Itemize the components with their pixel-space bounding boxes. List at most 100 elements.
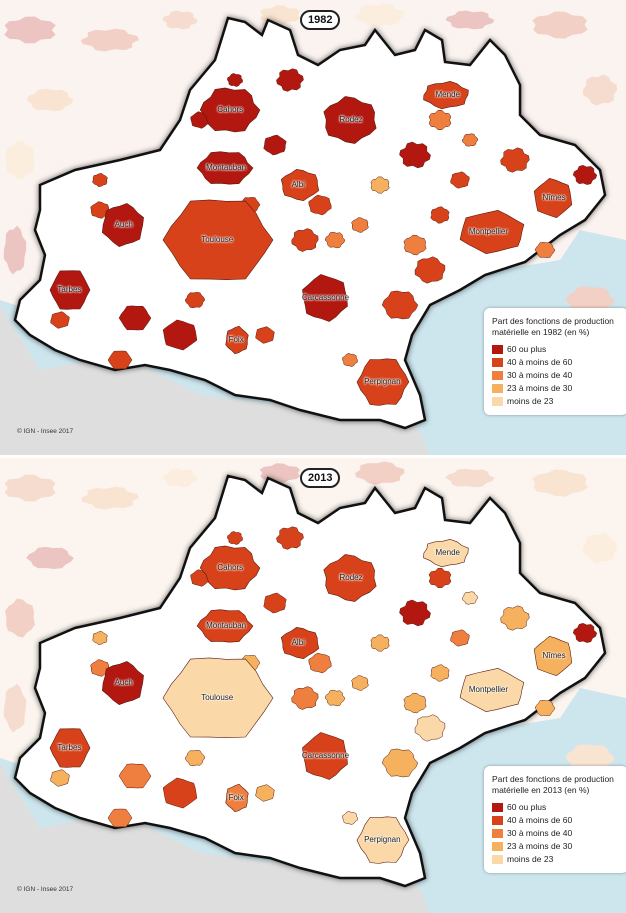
commune-patch	[572, 623, 598, 643]
legend-label: moins de 23	[507, 854, 554, 864]
commune-patch	[90, 659, 110, 677]
legend-item: moins de 23	[492, 396, 620, 406]
commune-patch	[162, 319, 198, 351]
faded-commune	[355, 3, 405, 27]
legend-label: 30 à moins de 40	[507, 370, 573, 380]
credit-text: © IGN - Insee 2017	[17, 428, 74, 435]
commune-patch	[351, 675, 369, 691]
year-badge: 1982	[300, 10, 341, 30]
faded-commune	[355, 461, 405, 485]
commune-patch	[500, 147, 530, 173]
city-area	[280, 168, 320, 202]
commune-patch	[428, 567, 452, 589]
faded-communes-outside	[3, 3, 617, 392]
commune-patch	[430, 206, 450, 224]
map-1982	[0, 0, 626, 455]
commune-patch	[430, 664, 450, 682]
commune-patch	[381, 748, 419, 778]
commune-patch	[263, 134, 287, 156]
city-area	[533, 635, 573, 677]
commune-patch	[572, 165, 598, 185]
commune-patch	[414, 256, 446, 284]
city-label: Montauban	[206, 163, 247, 172]
faded-commune	[565, 744, 615, 772]
faded-commune	[3, 683, 27, 733]
commune-patch	[184, 292, 206, 309]
legend-swatch	[492, 357, 503, 367]
commune-patch	[227, 531, 243, 545]
city-label: Nîmes	[542, 193, 566, 202]
commune-patch	[370, 634, 390, 652]
commune-patch	[162, 777, 198, 809]
legend-item: moins de 23	[492, 854, 620, 864]
faded-commune	[80, 28, 139, 52]
legend-items: 60 ou plus 40 à moins de 60 30 à moins de …	[492, 344, 620, 406]
city-area	[356, 358, 410, 406]
legend-swatch	[492, 802, 503, 812]
legend-item: 23 à moins de 30	[492, 841, 620, 851]
legend-swatch	[492, 383, 503, 393]
city-area	[459, 667, 525, 713]
commune-patch	[184, 750, 206, 767]
faded-commune	[81, 486, 139, 510]
faded-commune	[162, 468, 198, 488]
credit-text: © IGN - Insee 2017	[17, 886, 74, 893]
map-panel-1982: 1982 Part des fonctions de production ma…	[0, 0, 626, 455]
legend-swatch	[492, 828, 503, 838]
legend-item: 23 à moins de 30	[492, 383, 620, 393]
faded-commune	[5, 598, 35, 638]
commune-patches	[49, 68, 598, 406]
legend-item: 40 à moins de 60	[492, 357, 620, 367]
commune-patch	[324, 231, 346, 249]
city-label: Tarbes	[57, 743, 82, 752]
faded-commune	[4, 16, 56, 44]
city-label: Tarbes	[57, 285, 82, 294]
city-area	[323, 96, 377, 144]
legend-label: 60 ou plus	[507, 802, 547, 812]
commune-patch	[107, 808, 133, 828]
city-label: Auch	[114, 220, 133, 229]
legend-item: 30 à moins de 40	[492, 828, 620, 838]
commune-patch	[342, 353, 358, 367]
faded-commune	[3, 225, 27, 275]
commune-patch	[399, 599, 431, 627]
city-area	[323, 554, 377, 602]
faded-commune	[445, 468, 495, 488]
commune-patch	[118, 763, 152, 789]
commune-patch	[291, 228, 319, 252]
legend-label: 40 à moins de 60	[507, 357, 573, 367]
city-label: Carcassonne	[301, 751, 350, 760]
legend-swatch	[492, 370, 503, 380]
commune-patch	[403, 692, 427, 714]
commune-patch	[324, 689, 346, 707]
city-label: Cahors	[217, 563, 244, 572]
city-label: Toulouse	[201, 693, 234, 702]
city-label: Cahors	[217, 105, 244, 114]
faded-commune	[532, 11, 588, 39]
legend-label: 23 à moins de 30	[507, 383, 573, 393]
region-outline	[13, 474, 607, 888]
legend-swatch	[492, 854, 503, 864]
city-area	[423, 80, 469, 110]
commune-patch	[50, 769, 70, 787]
commune-patch	[276, 68, 304, 92]
city-label: Rodez	[339, 115, 363, 124]
legend-swatch	[492, 815, 503, 825]
legend-swatch	[492, 396, 503, 406]
city-area	[302, 732, 348, 780]
outside-land-south	[0, 763, 430, 913]
map-legend: Part des fonctions de production matérie…	[484, 766, 626, 873]
commune-patches	[49, 526, 598, 864]
legend-swatch	[492, 841, 503, 851]
city-label: Montpellier	[468, 227, 509, 236]
commune-patch	[403, 234, 427, 256]
city-area	[162, 199, 274, 281]
faded-commune	[565, 286, 615, 314]
city-label: Carcassonne	[301, 293, 350, 302]
city-label: Perpignan	[364, 835, 401, 844]
commune-patch	[255, 326, 275, 344]
faded-commune	[162, 10, 198, 30]
city-area	[199, 87, 261, 133]
city-label: Perpignan	[364, 377, 401, 386]
city-label: Rodez	[339, 573, 363, 582]
